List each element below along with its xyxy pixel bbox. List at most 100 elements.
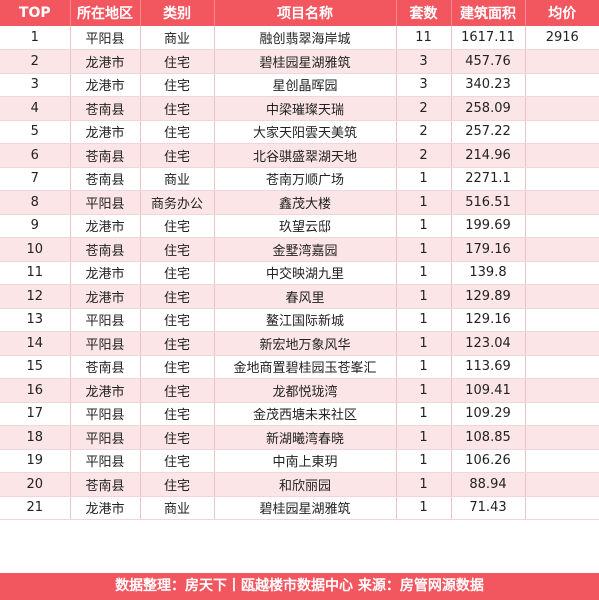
price-cell <box>525 425 599 450</box>
category-cell: 住宅 <box>140 425 215 450</box>
price-cell <box>525 167 599 191</box>
region-cell: 苍南县 <box>70 143 141 168</box>
units-cell: 2 <box>396 120 452 144</box>
rank-cell: 14 <box>0 331 71 356</box>
rank-cell: 4 <box>0 96 71 121</box>
rank-cell: 21 <box>0 496 71 520</box>
rank-cell: 9 <box>0 214 71 238</box>
region-cell: 平阳县 <box>70 308 141 332</box>
price-cell <box>525 496 599 520</box>
region-cell: 龙港市 <box>70 378 141 403</box>
price-cell <box>525 261 599 285</box>
category-cell: 住宅 <box>140 96 215 121</box>
area-cell: 516.51 <box>451 190 526 215</box>
units-cell: 1 <box>396 237 452 262</box>
category-cell: 住宅 <box>140 378 215 403</box>
rank-cell: 5 <box>0 120 71 144</box>
price-cell <box>525 284 599 309</box>
area-cell: 257.22 <box>451 120 526 144</box>
table-row: 13 平阳县 住宅 鳌江国际新城 1 129.16 <box>0 308 599 332</box>
category-cell: 住宅 <box>140 331 215 356</box>
header-region: 所在地区 <box>70 0 141 26</box>
project-cell: 中梁璀璨天瑞 <box>214 96 397 121</box>
category-cell: 住宅 <box>140 261 215 285</box>
table-row: 5 龙港市 住宅 大家天阳雲天美筑 2 257.22 <box>0 120 599 144</box>
units-cell: 1 <box>396 472 452 497</box>
rank-cell: 17 <box>0 402 71 426</box>
units-cell: 2 <box>396 143 452 168</box>
rank-cell: 11 <box>0 261 71 285</box>
project-cell: 鑫茂大楼 <box>214 190 397 215</box>
table-row: 2 龙港市 住宅 碧桂园星湖雅筑 3 457.76 <box>0 49 599 74</box>
category-cell: 商业 <box>140 26 215 50</box>
table-row: 19 平阳县 住宅 中南上東玥 1 106.26 <box>0 449 599 473</box>
region-cell: 平阳县 <box>70 26 141 50</box>
units-cell: 1 <box>396 355 452 379</box>
table-row: 11 龙港市 住宅 中交映湖九里 1 139.8 <box>0 261 599 285</box>
project-cell: 大家天阳雲天美筑 <box>214 120 397 144</box>
price-cell <box>525 96 599 121</box>
rank-cell: 2 <box>0 49 71 74</box>
table-row: 17 平阳县 住宅 金茂西塘未来社区 1 109.29 <box>0 402 599 426</box>
table-row: 12 龙港市 住宅 春风里 1 129.89 <box>0 284 599 309</box>
price-cell <box>525 120 599 144</box>
project-cell: 鳌江国际新城 <box>214 308 397 332</box>
table-row: 8 平阳县 商务办公 鑫茂大楼 1 516.51 <box>0 190 599 215</box>
units-cell: 11 <box>396 26 452 50</box>
project-cell: 玖望云邸 <box>214 214 397 238</box>
table-row: 6 苍南县 住宅 北谷骐盛翠湖天地 2 214.96 <box>0 143 599 168</box>
table-row: 1 平阳县 商业 融创翡翠海岸城 11 1617.11 2916 <box>0 26 599 50</box>
area-cell: 108.85 <box>451 425 526 450</box>
price-cell <box>525 190 599 215</box>
header-category: 类别 <box>140 0 215 26</box>
region-cell: 苍南县 <box>70 167 141 191</box>
units-cell: 1 <box>396 449 452 473</box>
rank-cell: 18 <box>0 425 71 450</box>
category-cell: 住宅 <box>140 143 215 168</box>
region-cell: 龙港市 <box>70 214 141 238</box>
area-cell: 113.69 <box>451 355 526 379</box>
price-cell <box>525 73 599 97</box>
rank-cell: 8 <box>0 190 71 215</box>
header-top: TOP <box>0 0 71 26</box>
area-cell: 129.89 <box>451 284 526 309</box>
category-cell: 住宅 <box>140 284 215 309</box>
rank-cell: 19 <box>0 449 71 473</box>
table-row: 21 龙港市 商业 碧桂园星湖雅筑 1 71.43 <box>0 496 599 520</box>
price-cell <box>525 378 599 403</box>
rank-cell: 12 <box>0 284 71 309</box>
table-row: 15 苍南县 住宅 金地商置碧桂园玉苍峯汇 1 113.69 <box>0 355 599 379</box>
region-cell: 平阳县 <box>70 402 141 426</box>
project-cell: 苍南万顺广场 <box>214 167 397 191</box>
area-cell: 88.94 <box>451 472 526 497</box>
project-cell: 星创晶晖园 <box>214 73 397 97</box>
area-cell: 106.26 <box>451 449 526 473</box>
region-cell: 平阳县 <box>70 190 141 215</box>
units-cell: 1 <box>396 261 452 285</box>
category-cell: 住宅 <box>140 120 215 144</box>
units-cell: 1 <box>396 331 452 356</box>
area-cell: 109.41 <box>451 378 526 403</box>
table-row: 10 苍南县 住宅 金墅湾嘉园 1 179.16 <box>0 237 599 262</box>
project-cell: 碧桂园星湖雅筑 <box>214 496 397 520</box>
project-cell: 碧桂园星湖雅筑 <box>214 49 397 74</box>
price-cell <box>525 331 599 356</box>
region-cell: 龙港市 <box>70 73 141 97</box>
area-cell: 2271.1 <box>451 167 526 191</box>
category-cell: 住宅 <box>140 355 215 379</box>
table-row: 4 苍南县 住宅 中梁璀璨天瑞 2 258.09 <box>0 96 599 121</box>
region-cell: 龙港市 <box>70 261 141 285</box>
rank-cell: 1 <box>0 26 71 50</box>
header-units: 套数 <box>396 0 452 26</box>
rank-cell: 15 <box>0 355 71 379</box>
project-cell: 春风里 <box>214 284 397 309</box>
table-row: 20 苍南县 住宅 和欣丽园 1 88.94 <box>0 472 599 497</box>
region-cell: 平阳县 <box>70 331 141 356</box>
project-cell: 金地商置碧桂园玉苍峯汇 <box>214 355 397 379</box>
table-row: 3 龙港市 住宅 星创晶晖园 3 340.23 <box>0 73 599 97</box>
price-cell <box>525 308 599 332</box>
region-cell: 龙港市 <box>70 284 141 309</box>
project-cell: 新湖曦湾春晓 <box>214 425 397 450</box>
price-cell <box>525 237 599 262</box>
